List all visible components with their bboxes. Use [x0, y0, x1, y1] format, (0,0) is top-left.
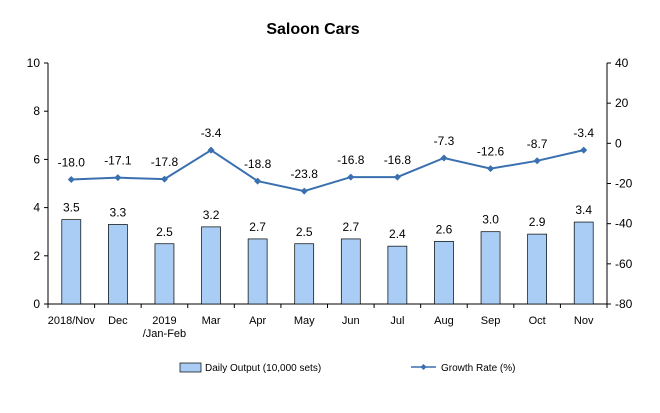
x-tick-label: Dec: [108, 315, 128, 327]
legend: Daily Output (10,000 sets) Growth Rate (…: [179, 362, 515, 374]
line-data-label: -12.6: [477, 145, 505, 159]
bar-data-label: 3.4: [575, 203, 592, 217]
bar: [573, 221, 594, 305]
line-data-label: -7.3: [434, 134, 455, 148]
bar-data-label: 2.4: [389, 227, 406, 241]
line-labels: -18.0 -17.1 -17.8 -3.4 -18.8 -23.8 -16.8 -16.8 -…: [58, 126, 595, 181]
right-tick-label: -20: [615, 177, 633, 191]
line-data-label: -8.7: [527, 137, 548, 151]
left-tick-label: 4: [33, 201, 40, 215]
right-tick-label: 20: [615, 96, 629, 110]
bar: [480, 231, 501, 305]
legend-line-label: Growth Rate (%): [441, 363, 515, 374]
bar: [527, 233, 547, 305]
x-tick-label: Apr: [249, 315, 266, 327]
bar: [201, 226, 221, 305]
line-data-label: -16.8: [337, 153, 365, 167]
line-point: [533, 157, 541, 165]
legend-bar-label: Daily Output (10,000 sets): [205, 363, 321, 374]
right-tick-label: 40: [615, 56, 629, 70]
bar-data-label: 2.5: [296, 225, 313, 239]
bar-labels: 3.5 3.3 2.5 3.2 2.7 2.5 2.7 2.4 2.6 3.0 2.9 3.4: [63, 201, 592, 242]
line-data-label: -18.0: [58, 155, 86, 169]
bar-data-label: 2.6: [436, 222, 453, 236]
left-tick-label: 10: [27, 56, 41, 70]
bar-data-label: 2.5: [156, 225, 173, 239]
bar-data-label: 2.9: [529, 215, 546, 229]
line-point: [160, 175, 168, 183]
x-tick-label: 2019/Jan-Feb: [143, 315, 186, 340]
left-tick-label: 2: [33, 249, 40, 263]
line-data-label: -17.1: [104, 154, 132, 168]
line-point: [114, 174, 122, 182]
x-tick-label: Jun: [342, 315, 360, 327]
line-point: [300, 187, 308, 195]
x-tick-label: Nov: [574, 315, 594, 327]
bar: [61, 219, 82, 305]
line-point: [393, 173, 401, 181]
right-axis: -80 -60 -40 -20 0 20 40: [606, 56, 633, 311]
chart-title: Saloon Cars: [266, 21, 359, 38]
line-series: [67, 146, 588, 195]
x-tick-label: Mar: [202, 315, 221, 327]
line-point: [254, 177, 262, 185]
line-point: [207, 146, 215, 154]
bar: [340, 238, 361, 305]
line-data-label: -18.8: [244, 157, 272, 171]
bar: [294, 243, 315, 305]
bar: [108, 224, 128, 305]
line-point: [347, 173, 355, 181]
line-point: [67, 175, 75, 183]
left-axis: 0 2 4 6 8 10: [27, 56, 49, 311]
legend-line-marker: [420, 364, 427, 370]
bar-data-label: 3.0: [482, 213, 499, 227]
left-tick-label: 0: [33, 297, 40, 311]
line-data-label: -3.4: [573, 126, 594, 140]
line-data-label: -16.8: [384, 153, 412, 167]
bar: [387, 245, 408, 305]
x-tick-label: 2018/Nov: [48, 315, 96, 327]
x-tick-label: Sep: [481, 315, 501, 327]
bar-data-label: 3.5: [63, 201, 80, 215]
x-tick-label: Aug: [434, 315, 454, 327]
bar-series: [61, 219, 594, 305]
right-tick-label: -80: [615, 297, 633, 311]
left-tick-label: 6: [33, 152, 40, 166]
bar: [434, 240, 454, 305]
bar-data-label: 3.2: [203, 208, 220, 222]
line-point: [580, 146, 588, 154]
left-tick-label: 8: [33, 104, 40, 118]
bar-data-label: 2.7: [342, 220, 359, 234]
right-tick-label: 0: [615, 136, 622, 150]
bar: [247, 238, 268, 305]
bar: [154, 243, 175, 305]
line-data-label: -17.8: [151, 155, 179, 169]
bar-data-label: 2.7: [249, 220, 266, 234]
bar-data-label: 3.3: [110, 205, 127, 219]
line-data-label: -23.8: [291, 167, 319, 181]
x-axis: 2018/Nov Dec 2019/Jan-Feb Mar Apr May Jun Jul Au…: [47, 303, 608, 340]
right-tick-label: -60: [615, 257, 633, 271]
x-tick-label: Oct: [529, 315, 546, 327]
x-tick-label: May: [294, 315, 315, 327]
line-point: [440, 154, 448, 162]
x-tick-label: Jul: [390, 315, 404, 327]
growth-line: [71, 148, 584, 193]
line-point: [487, 165, 495, 173]
line-data-label: -3.4: [201, 126, 222, 140]
legend-bar-swatch: [179, 362, 202, 373]
right-tick-label: -40: [615, 217, 633, 231]
